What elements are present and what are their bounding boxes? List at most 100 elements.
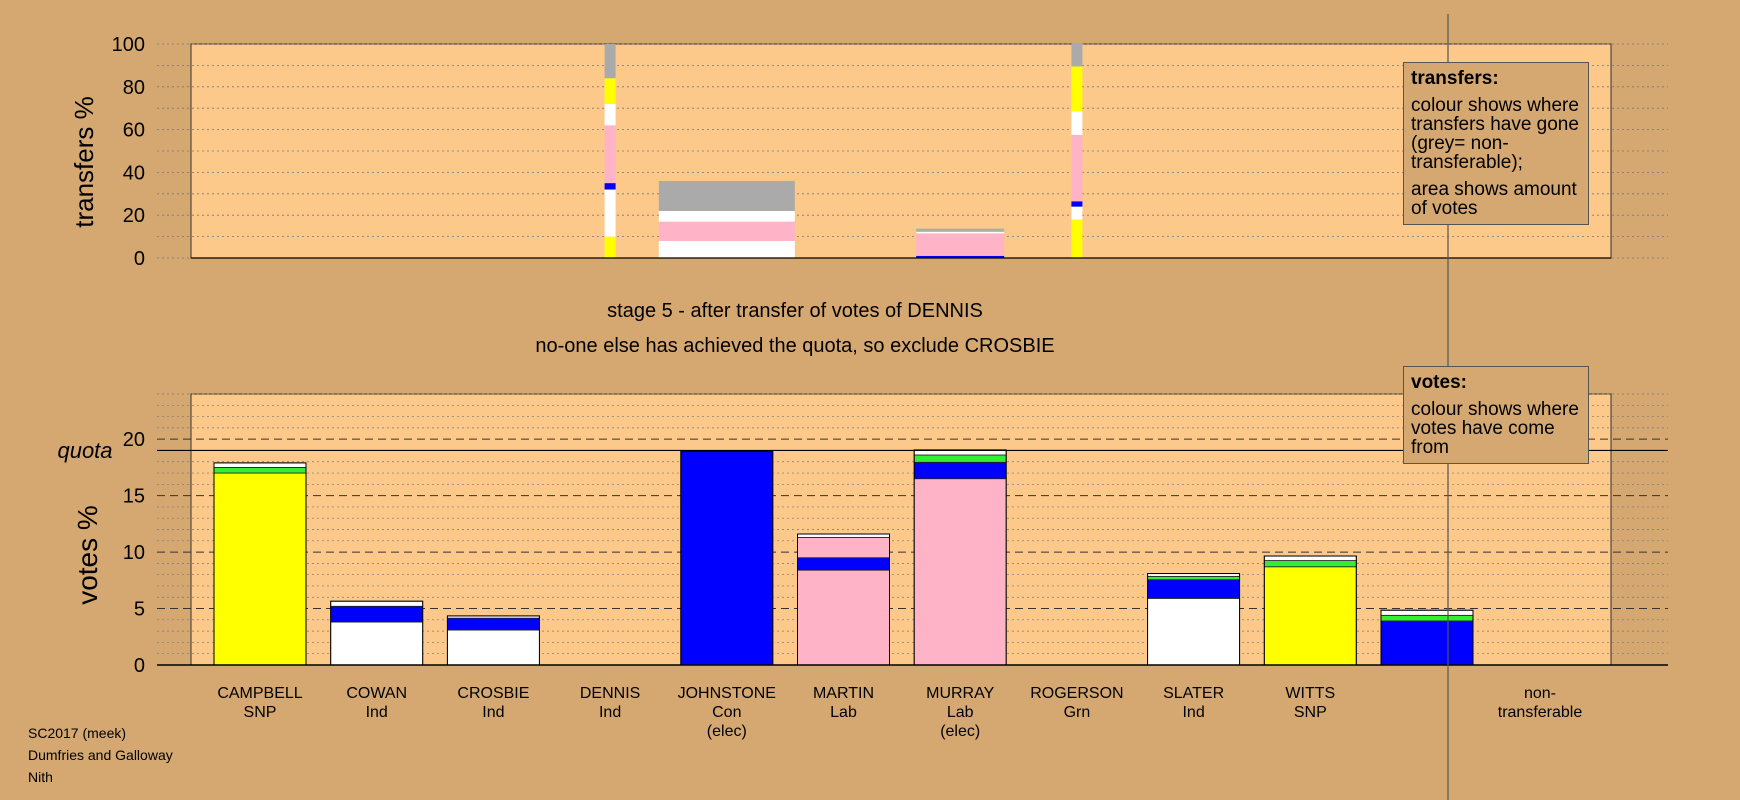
votes-gridlines bbox=[157, 393, 1668, 666]
category-label: Ind bbox=[366, 704, 388, 721]
footer-line: Dumfries and Galloway bbox=[28, 747, 173, 763]
stage-title: stage 5 - after transfer of votes of DEN… bbox=[607, 300, 983, 322]
category-label: CAMPBELL bbox=[217, 685, 302, 702]
footer-line: SC2017 (meek) bbox=[28, 725, 127, 741]
category-label: Lab bbox=[947, 704, 974, 721]
vote-segment bbox=[330, 605, 424, 623]
transfers-plot bbox=[191, 42, 1611, 259]
category-label: Ind bbox=[482, 704, 504, 721]
transfers-tick-label: 60 bbox=[123, 120, 145, 142]
transfers-gridlines bbox=[157, 43, 1668, 259]
vote-segment bbox=[213, 472, 307, 666]
vote-segment bbox=[797, 533, 890, 538]
vote-segment bbox=[1147, 575, 1240, 581]
category-label: Grn bbox=[1064, 704, 1091, 721]
transfers-legend: transfers: colour shows where transfers … bbox=[1403, 62, 1589, 225]
votes-tick-label: 15 bbox=[123, 486, 145, 508]
transfer-segment bbox=[916, 230, 1005, 232]
vote-segment bbox=[330, 621, 424, 666]
vote-segment bbox=[913, 454, 1007, 463]
vote-segment bbox=[1147, 597, 1240, 666]
transfer-segment bbox=[1071, 134, 1083, 202]
category-label: non- bbox=[1524, 685, 1556, 702]
votes-tick-label: 0 bbox=[134, 655, 145, 677]
vote-segment bbox=[446, 629, 540, 666]
transfers-legend-text: colour shows where transfers have gone (… bbox=[1411, 95, 1579, 173]
transfer-segment bbox=[1071, 206, 1083, 220]
category-label: SLATER bbox=[1163, 685, 1224, 702]
votes-y-axis-label: votes % bbox=[72, 505, 103, 605]
category-label: ROGERSON bbox=[1030, 685, 1123, 702]
category-label: Con bbox=[712, 704, 741, 721]
vote-segment bbox=[1380, 609, 1474, 616]
transfer-segment bbox=[1071, 201, 1083, 207]
transfers-legend-title: transfers: bbox=[1411, 68, 1499, 89]
category-label: JOHNSTONE bbox=[678, 685, 776, 702]
transfer-segment bbox=[658, 210, 795, 222]
vote-segment bbox=[1263, 555, 1357, 561]
vote-segment bbox=[797, 569, 890, 666]
transfer-segment bbox=[658, 240, 795, 258]
transfer-segment bbox=[604, 103, 616, 126]
transfer-segment bbox=[916, 228, 1005, 231]
votes-legend-text: colour shows where votes have come from bbox=[1411, 399, 1579, 458]
quota-label: quota bbox=[57, 438, 112, 463]
transfer-segment bbox=[604, 236, 616, 258]
category-label: SNP bbox=[244, 704, 277, 721]
vote-segment bbox=[913, 478, 1007, 666]
category-label: Lab bbox=[830, 704, 857, 721]
vote-segment bbox=[1263, 566, 1357, 666]
vote-segment bbox=[1147, 579, 1240, 599]
transfer-segment bbox=[1071, 66, 1083, 112]
stage-subtitle: no-one else has achieved the quota, so e… bbox=[535, 335, 1055, 357]
transfers-tick-label: 100 bbox=[112, 34, 145, 56]
category-label: transferable bbox=[1498, 704, 1583, 721]
category-label: SNP bbox=[1294, 704, 1327, 721]
vote-segment bbox=[446, 617, 540, 631]
transfer-segment bbox=[916, 255, 1005, 258]
transfers-legend-text: area shows amount of votes bbox=[1411, 179, 1577, 219]
transfer-segment bbox=[604, 183, 616, 190]
transfers-tick-label: 0 bbox=[134, 248, 145, 270]
transfers-tick-label: 40 bbox=[123, 162, 145, 184]
category-label: COWAN bbox=[346, 685, 407, 702]
category-label: CROSBIE bbox=[457, 685, 529, 702]
votes-tick-label: 10 bbox=[123, 542, 145, 564]
vote-segment bbox=[680, 451, 774, 666]
transfer-segment bbox=[604, 125, 616, 184]
transfer-segment bbox=[1071, 111, 1083, 135]
transfers-y-axis-label: transfers % bbox=[69, 96, 99, 228]
transfers-tick-label: 20 bbox=[123, 205, 145, 227]
transfer-segment bbox=[658, 221, 795, 241]
category-labels: CAMPBELL SNP COWAN Ind CROSBIE Ind DENNIS Ind JO… bbox=[217, 685, 1582, 740]
vote-segment bbox=[1380, 614, 1474, 622]
transfer-segment bbox=[658, 180, 795, 211]
category-label: MURRAY bbox=[926, 685, 994, 702]
votes-legend-title: votes: bbox=[1411, 372, 1467, 393]
vote-segment bbox=[330, 600, 424, 607]
category-label: WITTS bbox=[1285, 685, 1335, 702]
transfer-segment bbox=[1071, 42, 1083, 67]
votes-tick-label: 5 bbox=[134, 599, 145, 621]
vote-segment bbox=[1263, 560, 1357, 568]
footer-line: Nith bbox=[28, 769, 53, 785]
vote-segment bbox=[913, 461, 1007, 480]
transfer-segment bbox=[604, 44, 616, 79]
vote-segment bbox=[797, 537, 890, 559]
category-label: Ind bbox=[599, 704, 621, 721]
vote-segment bbox=[213, 462, 307, 468]
vote-segment bbox=[797, 557, 890, 571]
category-label: Ind bbox=[1182, 704, 1204, 721]
transfer-segment bbox=[604, 78, 616, 104]
category-label: (elec) bbox=[940, 723, 980, 740]
category-label: MARTIN bbox=[813, 685, 874, 702]
vote-segment bbox=[1380, 620, 1474, 666]
transfer-segment bbox=[916, 231, 1005, 234]
transfers-y-axis: 0 20 40 60 80 100 bbox=[112, 34, 145, 270]
vote-segment bbox=[213, 466, 307, 474]
transfer-segment bbox=[916, 233, 1005, 256]
transfer-segment bbox=[604, 189, 616, 237]
category-label: (elec) bbox=[707, 723, 747, 740]
votes-y-axis: 0 5 10 15 20 bbox=[123, 429, 145, 677]
votes-legend: votes: colour shows where votes have com… bbox=[1403, 366, 1589, 464]
